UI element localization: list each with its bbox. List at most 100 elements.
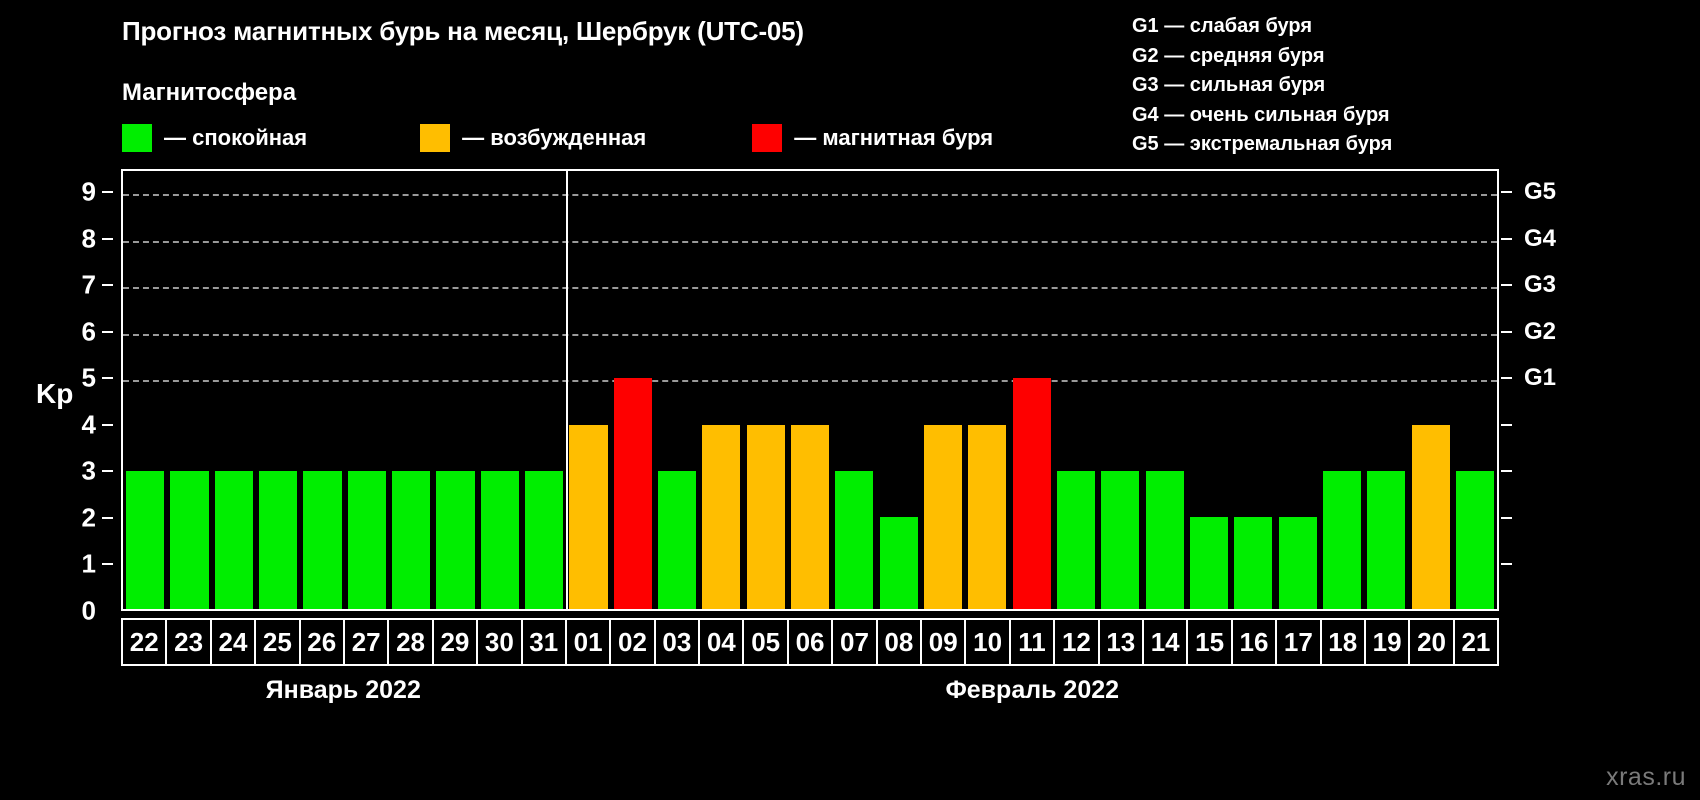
g-scale-legend-row: G1 — слабая буря	[1132, 15, 1313, 37]
x-axis-day-label: 18	[1328, 627, 1358, 657]
bar-kp-20[interactable]	[1411, 424, 1450, 609]
bar-column[interactable]	[611, 171, 655, 609]
bar-kp-07[interactable]	[835, 470, 874, 609]
bar-kp-22[interactable]	[126, 470, 165, 609]
bar-kp-21[interactable]	[1455, 470, 1495, 609]
bar-kp-17[interactable]	[1278, 516, 1317, 609]
x-axis-day-cell[interactable]: 30	[476, 618, 523, 666]
x-axis-day-cell[interactable]: 03	[653, 618, 701, 666]
bar-column[interactable]	[123, 171, 167, 609]
bar-kp-18[interactable]	[1322, 470, 1362, 609]
bar-column[interactable]	[345, 171, 389, 609]
x-axis-day-cell[interactable]: 21	[1452, 618, 1500, 666]
bar-kp-27[interactable]	[347, 470, 386, 609]
x-axis-day-cell[interactable]: 24	[209, 618, 257, 666]
x-axis-day-cell[interactable]: 01	[564, 618, 612, 666]
x-axis-day-cell[interactable]: 09	[920, 618, 967, 666]
bar-column[interactable]	[832, 171, 876, 609]
bar-column[interactable]	[744, 171, 788, 609]
x-axis-day-cell[interactable]: 22	[121, 618, 168, 666]
bar-column[interactable]	[1231, 171, 1275, 609]
x-axis-day-cell[interactable]: 16	[1230, 618, 1278, 666]
bar-kp-25[interactable]	[259, 470, 298, 609]
bar-kp-19[interactable]	[1367, 470, 1406, 609]
bar-column[interactable]	[478, 171, 522, 609]
bar-column[interactable]	[212, 171, 256, 609]
bar-column[interactable]	[566, 171, 610, 609]
bar-kp-24[interactable]	[214, 470, 253, 609]
x-axis-day-cell[interactable]: 05	[742, 618, 789, 666]
bar-kp-10[interactable]	[968, 424, 1007, 609]
bar-column[interactable]	[522, 171, 566, 609]
bar-kp-03[interactable]	[658, 470, 697, 609]
bar-kp-28[interactable]	[392, 470, 431, 609]
x-axis-day-label: 22	[129, 627, 159, 657]
x-axis-day-label: 12	[1061, 627, 1091, 657]
bar-kp-29[interactable]	[436, 470, 475, 609]
bar-kp-01[interactable]	[569, 424, 608, 609]
bar-column[interactable]	[655, 171, 699, 609]
x-axis-day-cell[interactable]: 19	[1363, 618, 1411, 666]
bar-kp-04[interactable]	[702, 424, 741, 609]
x-axis-day-cell[interactable]: 31	[520, 618, 567, 666]
x-axis-day-cell[interactable]: 29	[431, 618, 479, 666]
bar-column[interactable]	[300, 171, 344, 609]
x-axis-day-cell[interactable]: 13	[1097, 618, 1144, 666]
bar-column[interactable]	[788, 171, 832, 609]
bar-kp-30[interactable]	[480, 470, 519, 609]
bar-kp-31[interactable]	[525, 470, 564, 609]
x-axis-day-cell[interactable]: 17	[1275, 618, 1322, 666]
x-axis-day-cell[interactable]: 10	[964, 618, 1011, 666]
x-axis-day-cell[interactable]: 18	[1319, 618, 1366, 666]
x-axis-day-cell[interactable]: 07	[831, 618, 878, 666]
bar-kp-06[interactable]	[791, 424, 830, 609]
bar-column[interactable]	[877, 171, 921, 609]
bar-kp-16[interactable]	[1234, 516, 1273, 609]
bar-kp-02[interactable]	[613, 378, 652, 609]
bar-column[interactable]	[965, 171, 1009, 609]
x-axis-day-cell[interactable]: 14	[1141, 618, 1189, 666]
x-axis-day-cell[interactable]: 06	[786, 618, 834, 666]
bar-kp-13[interactable]	[1101, 470, 1140, 609]
bar-column[interactable]	[1453, 171, 1497, 609]
bar-column[interactable]	[167, 171, 211, 609]
x-axis-day-cell[interactable]: 12	[1053, 618, 1100, 666]
x-axis-day-label: 24	[218, 627, 248, 657]
bar-kp-11[interactable]	[1012, 378, 1051, 609]
bar-kp-14[interactable]	[1145, 470, 1184, 609]
bar-column[interactable]	[389, 171, 433, 609]
bar-column[interactable]	[699, 171, 743, 609]
bar-column[interactable]	[1276, 171, 1320, 609]
bar-kp-15[interactable]	[1189, 516, 1229, 609]
bar-column[interactable]	[1143, 171, 1187, 609]
bar-column[interactable]	[1010, 171, 1054, 609]
x-axis-day-cell[interactable]: 04	[698, 618, 745, 666]
bar-column[interactable]	[1054, 171, 1098, 609]
bar-column[interactable]	[1098, 171, 1142, 609]
bar-column[interactable]	[1187, 171, 1231, 609]
bar-column[interactable]	[256, 171, 300, 609]
x-axis-day-cell[interactable]: 15	[1186, 618, 1233, 666]
bar-column[interactable]	[921, 171, 965, 609]
x-axis-day-cell[interactable]: 20	[1408, 618, 1455, 666]
bar-column[interactable]	[1320, 171, 1364, 609]
bar-kp-05[interactable]	[746, 424, 785, 609]
x-axis-day-cell[interactable]: 27	[342, 618, 390, 666]
x-axis-day-cell[interactable]: 08	[875, 618, 923, 666]
x-axis-day-cell[interactable]: 25	[254, 618, 301, 666]
bar-column[interactable]	[433, 171, 477, 609]
x-axis-day-cell[interactable]: 11	[1008, 618, 1056, 666]
x-axis-day-cell[interactable]: 23	[165, 618, 212, 666]
x-axis-day-cell[interactable]: 02	[609, 618, 656, 666]
bar-kp-09[interactable]	[924, 424, 963, 609]
bar-kp-23[interactable]	[170, 470, 209, 609]
bar-kp-12[interactable]	[1057, 470, 1096, 609]
bar-column[interactable]	[1364, 171, 1408, 609]
bar-series	[123, 171, 1497, 609]
x-axis-day-label: 30	[484, 627, 514, 657]
bar-kp-26[interactable]	[303, 470, 342, 609]
bar-column[interactable]	[1409, 171, 1453, 609]
x-axis-day-cell[interactable]: 28	[387, 618, 434, 666]
x-axis-day-cell[interactable]: 26	[298, 618, 345, 666]
bar-kp-08[interactable]	[879, 516, 918, 609]
